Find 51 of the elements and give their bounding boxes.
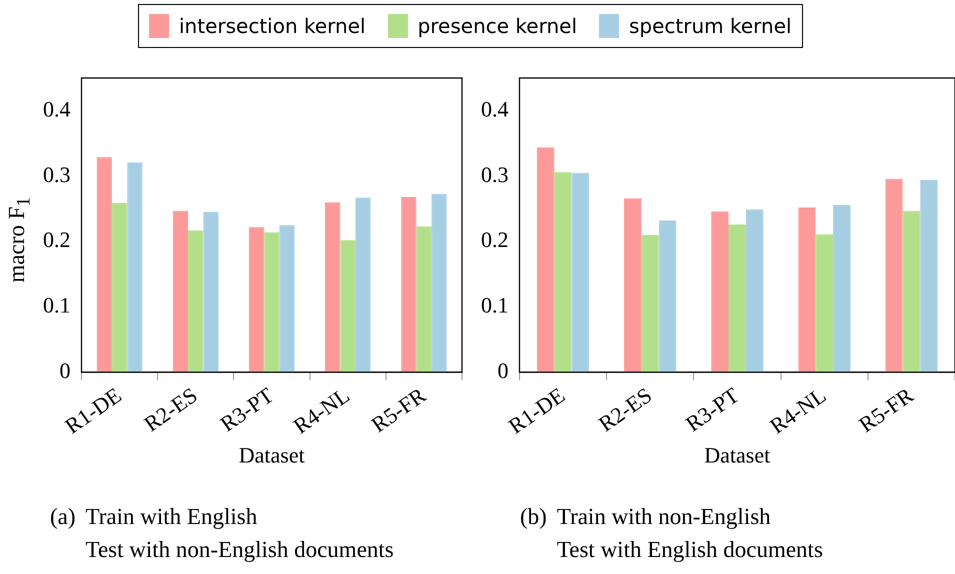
bar bbox=[432, 194, 447, 372]
y-tick-label: 0.1 bbox=[481, 292, 508, 318]
bar bbox=[264, 232, 280, 372]
legend-label: spectrum kernel bbox=[629, 14, 792, 38]
bar bbox=[885, 178, 903, 372]
bar bbox=[96, 157, 112, 372]
bar bbox=[658, 220, 676, 372]
text: Test with non-English documents bbox=[86, 536, 394, 564]
bar bbox=[355, 198, 371, 372]
y-tick-label: 0.1 bbox=[43, 292, 70, 318]
bar bbox=[340, 240, 356, 372]
bar bbox=[401, 197, 416, 372]
bar bbox=[572, 172, 590, 372]
text: Test with English documents bbox=[556, 536, 823, 564]
bar bbox=[728, 224, 746, 372]
bar bbox=[325, 202, 340, 372]
bar bbox=[416, 226, 432, 372]
bar bbox=[711, 211, 729, 372]
x-axis-title: Dataset bbox=[704, 442, 770, 468]
bar bbox=[902, 210, 920, 372]
bar bbox=[188, 230, 204, 372]
bar bbox=[536, 147, 554, 372]
y-tick-label: 0.4 bbox=[43, 96, 70, 122]
bar bbox=[833, 204, 850, 372]
bar bbox=[112, 202, 128, 372]
bar bbox=[816, 234, 834, 372]
legend-label: intersection kernel bbox=[179, 14, 366, 38]
bar bbox=[279, 225, 295, 372]
y-tick-label: 0.3 bbox=[43, 162, 70, 187]
bar bbox=[248, 227, 264, 372]
text: (a) bbox=[50, 503, 76, 531]
bar bbox=[554, 172, 572, 372]
y-tick-label: 0 bbox=[60, 358, 70, 384]
text: Train with non-English bbox=[556, 503, 772, 531]
y-tick-label: 0.2 bbox=[43, 227, 70, 252]
bar bbox=[127, 162, 142, 372]
y-tick-label: 0.2 bbox=[481, 227, 508, 252]
y-tick-label: 0 bbox=[498, 358, 508, 384]
bar bbox=[624, 198, 642, 372]
text: Train with English bbox=[86, 503, 258, 531]
y-tick-label: 0.3 bbox=[481, 162, 508, 187]
bar bbox=[746, 209, 764, 372]
text: (b) bbox=[520, 503, 547, 531]
bar bbox=[641, 234, 659, 372]
legend-label: presence kernel bbox=[418, 14, 578, 38]
bar bbox=[203, 212, 218, 372]
bar bbox=[172, 210, 188, 372]
y-tick-label: 0.4 bbox=[481, 96, 508, 122]
bar bbox=[920, 180, 938, 372]
x-axis-title: Dataset bbox=[238, 442, 305, 468]
bar bbox=[798, 207, 816, 372]
